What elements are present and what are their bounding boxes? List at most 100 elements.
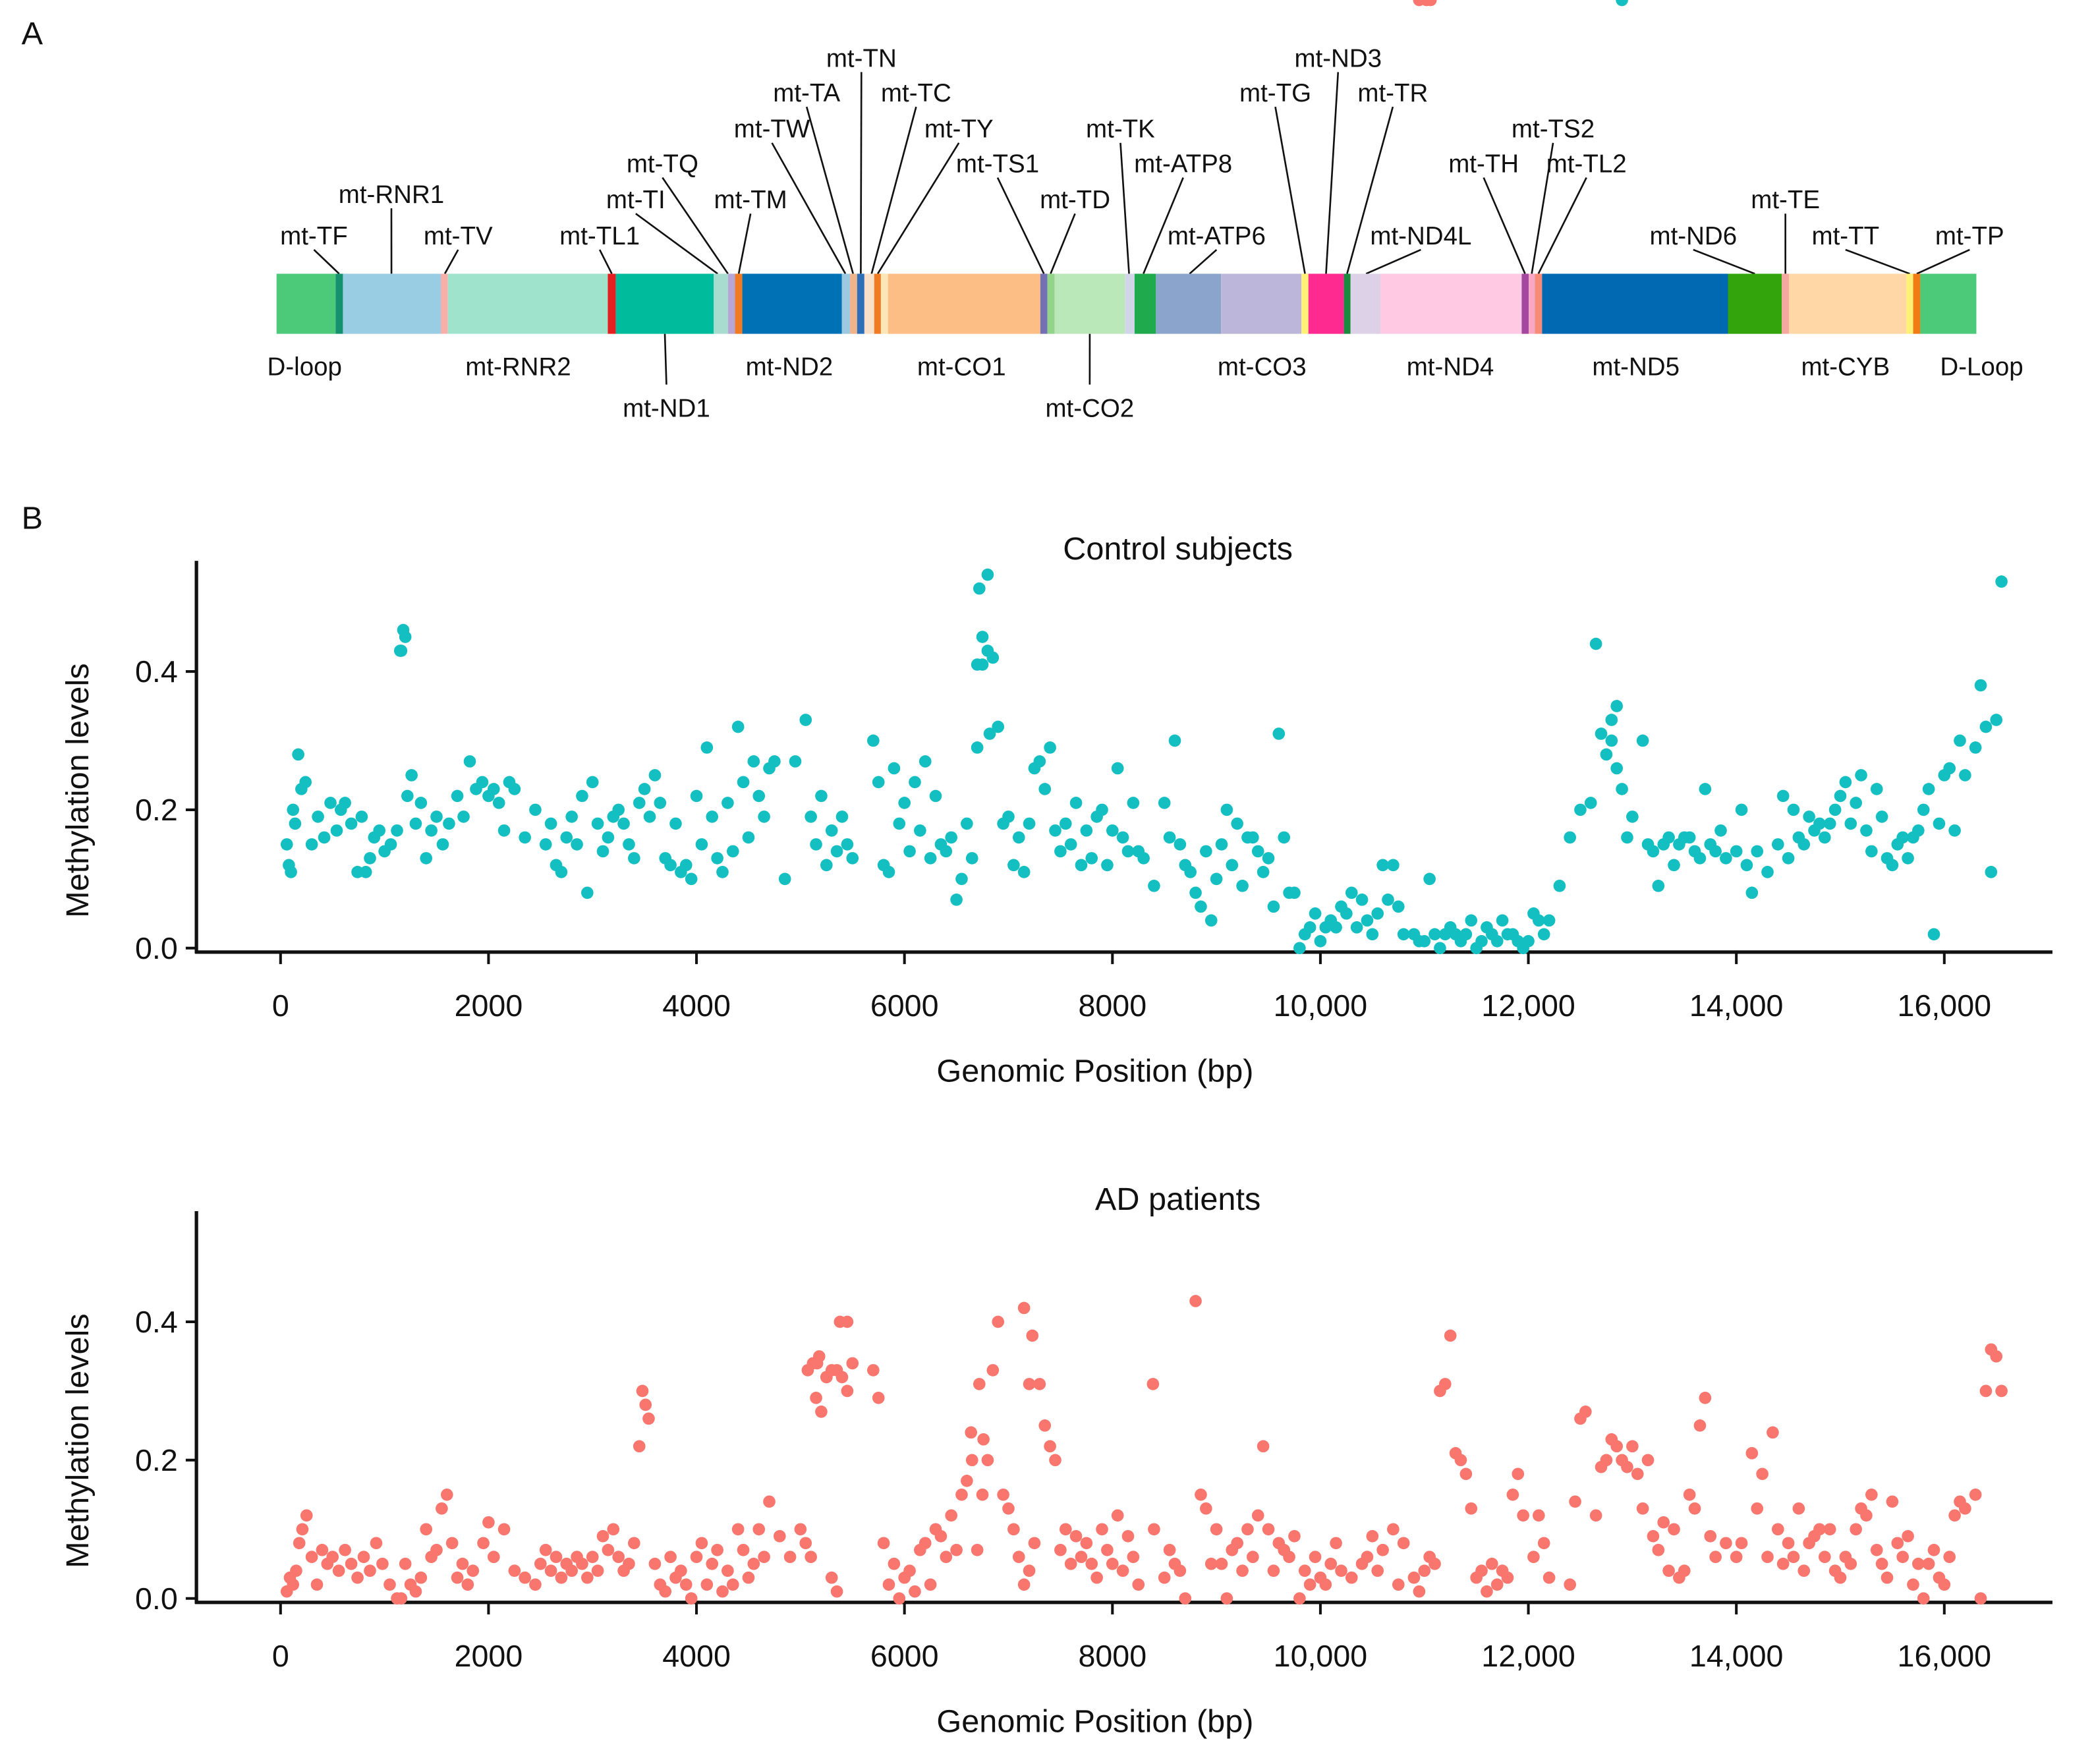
data-point bbox=[1683, 831, 1696, 844]
data-point bbox=[789, 755, 802, 768]
data-point bbox=[1174, 838, 1187, 851]
data-point bbox=[292, 748, 304, 761]
data-point bbox=[571, 838, 583, 851]
data-point bbox=[1012, 1551, 1025, 1564]
data-point bbox=[973, 582, 986, 595]
data-point bbox=[581, 1571, 594, 1584]
data-point bbox=[909, 776, 921, 789]
data-point bbox=[596, 1529, 609, 1543]
data-point bbox=[976, 631, 989, 643]
data-point bbox=[1174, 1564, 1187, 1578]
data-point bbox=[799, 714, 812, 726]
data-point bbox=[1865, 845, 1878, 858]
data-point bbox=[1533, 1509, 1545, 1522]
gene-label: mt-TP bbox=[1935, 222, 2004, 250]
data-point bbox=[290, 1564, 302, 1578]
data-point bbox=[1610, 762, 1624, 775]
data-point bbox=[1361, 1551, 1374, 1564]
data-point bbox=[299, 776, 312, 789]
data-point bbox=[1044, 1440, 1056, 1453]
data-point bbox=[986, 1364, 1000, 1377]
data-point bbox=[1600, 748, 1613, 761]
gene-segment-22 bbox=[1134, 273, 1156, 334]
data-point bbox=[950, 894, 963, 906]
data-point bbox=[1881, 1571, 1894, 1584]
data-point bbox=[1288, 1529, 1301, 1543]
data-point bbox=[1220, 1592, 1233, 1605]
gene-label: mt-ATP8 bbox=[1134, 150, 1232, 178]
data-point bbox=[1860, 1509, 1873, 1522]
data-point bbox=[332, 1564, 345, 1578]
data-point bbox=[1345, 1571, 1358, 1584]
data-point bbox=[981, 644, 994, 657]
data-point bbox=[825, 824, 838, 837]
data-point bbox=[1340, 907, 1353, 920]
data-point bbox=[1589, 637, 1602, 650]
leader-line bbox=[313, 249, 340, 275]
data-point bbox=[940, 845, 953, 858]
data-point bbox=[1595, 727, 1608, 740]
data-point bbox=[1116, 831, 1129, 844]
data-point bbox=[955, 1488, 968, 1501]
leader-line bbox=[635, 213, 718, 275]
data-point bbox=[1262, 852, 1275, 865]
data-point bbox=[841, 1315, 854, 1328]
data-point bbox=[440, 1488, 453, 1501]
data-point bbox=[1049, 1454, 1061, 1467]
data-point bbox=[1693, 852, 1707, 865]
data-point bbox=[420, 852, 433, 865]
leader-line bbox=[1531, 142, 1554, 274]
data-point bbox=[405, 769, 418, 782]
data-point bbox=[1475, 1564, 1488, 1578]
data-point bbox=[1049, 824, 1061, 837]
data-point bbox=[1429, 928, 1441, 941]
data-point bbox=[1127, 797, 1140, 809]
gene-label: mt-CO2 bbox=[1045, 394, 1134, 422]
data-point bbox=[1033, 755, 1046, 768]
data-point bbox=[1309, 907, 1322, 920]
leader-line bbox=[1537, 177, 1587, 275]
data-point bbox=[815, 1406, 828, 1418]
data-point bbox=[1730, 1551, 1743, 1564]
data-point bbox=[1204, 914, 1218, 927]
data-point bbox=[877, 1537, 890, 1550]
x-tick-label: 6000 bbox=[870, 988, 939, 1023]
data-point bbox=[1517, 1509, 1529, 1522]
data-point bbox=[1272, 727, 1286, 740]
data-point bbox=[711, 1543, 723, 1556]
gene-segment-32 bbox=[1535, 273, 1542, 334]
panel-label-a: A bbox=[22, 16, 43, 51]
data-point bbox=[1995, 1384, 2008, 1398]
data-point bbox=[357, 1551, 370, 1564]
data-point bbox=[1610, 700, 1624, 712]
data-point bbox=[1127, 1551, 1140, 1564]
data-point bbox=[695, 1537, 708, 1550]
leader-line bbox=[805, 106, 854, 274]
data-point bbox=[1870, 1543, 1883, 1556]
data-point bbox=[612, 1551, 625, 1564]
data-point bbox=[1080, 824, 1093, 837]
data-point bbox=[1761, 1551, 1774, 1564]
data-point bbox=[1231, 817, 1243, 830]
gene-segment-0 bbox=[276, 273, 336, 334]
data-point bbox=[1533, 914, 1545, 927]
data-point bbox=[1896, 831, 1910, 844]
gene-label: mt-ND4L bbox=[1370, 222, 1471, 250]
data-point bbox=[700, 741, 714, 754]
data-point bbox=[1438, 1378, 1452, 1390]
data-point bbox=[685, 872, 698, 886]
data-point bbox=[685, 1592, 698, 1605]
y-tick-label: 0.2 bbox=[135, 793, 178, 827]
data-point bbox=[1330, 921, 1342, 934]
data-point bbox=[409, 817, 422, 830]
data-point bbox=[508, 1564, 521, 1578]
data-point bbox=[1407, 1571, 1421, 1584]
leader-line bbox=[1483, 177, 1526, 274]
data-point bbox=[1564, 1578, 1576, 1591]
data-point bbox=[1668, 1523, 1680, 1536]
data-point bbox=[639, 1398, 652, 1411]
data-point bbox=[326, 1551, 339, 1564]
data-point bbox=[973, 1378, 986, 1390]
data-point bbox=[617, 817, 630, 830]
data-point bbox=[1418, 934, 1431, 948]
